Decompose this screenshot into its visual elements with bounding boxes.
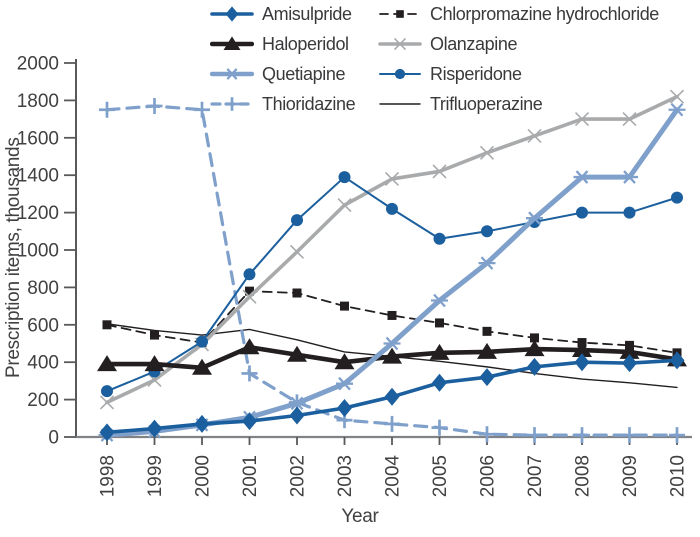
series-quetiapine-line <box>104 107 680 438</box>
x-tick-label: 2001 <box>240 455 261 497</box>
y-tick-label: 1800 <box>17 91 59 112</box>
series-haloperidol <box>97 338 687 375</box>
x-tick-label: 2002 <box>288 455 309 497</box>
x-tick-label: 2006 <box>478 455 499 497</box>
x-tick-label: 1998 <box>98 455 119 497</box>
x-tick-label: 2008 <box>573 455 594 497</box>
y-tick-label: 0 <box>48 428 59 449</box>
x-tick-label: 2005 <box>430 455 451 497</box>
x-tick-label: 2007 <box>525 455 546 497</box>
y-axis-label: Prescription items, thousands <box>3 137 24 379</box>
y-tick-label: 1600 <box>17 128 59 149</box>
x-tick-label: 2009 <box>620 455 641 497</box>
y-tick-label: 1200 <box>17 203 59 224</box>
x-tick-label: 1999 <box>145 455 166 497</box>
y-tick-label: 800 <box>27 278 59 299</box>
y-tick-label: 1000 <box>17 241 59 262</box>
series-thioridazine <box>99 98 685 444</box>
y-tick-label: 1400 <box>17 166 59 187</box>
x-tick-label: 2004 <box>383 455 404 498</box>
x-axis-label: Year <box>341 506 379 527</box>
series-thioridazine-line <box>105 104 679 437</box>
x-tick-label: 2010 <box>668 455 689 497</box>
y-tick-label: 600 <box>27 315 59 336</box>
series-risperidone <box>101 171 683 398</box>
x-tick-label: 2003 <box>335 455 356 497</box>
y-tick-label: 200 <box>27 390 59 411</box>
series-amisulpride <box>99 351 685 442</box>
y-tick-label: 400 <box>27 353 59 374</box>
y-tick-label: 2000 <box>17 54 59 75</box>
x-tick-label: 2000 <box>193 455 214 497</box>
